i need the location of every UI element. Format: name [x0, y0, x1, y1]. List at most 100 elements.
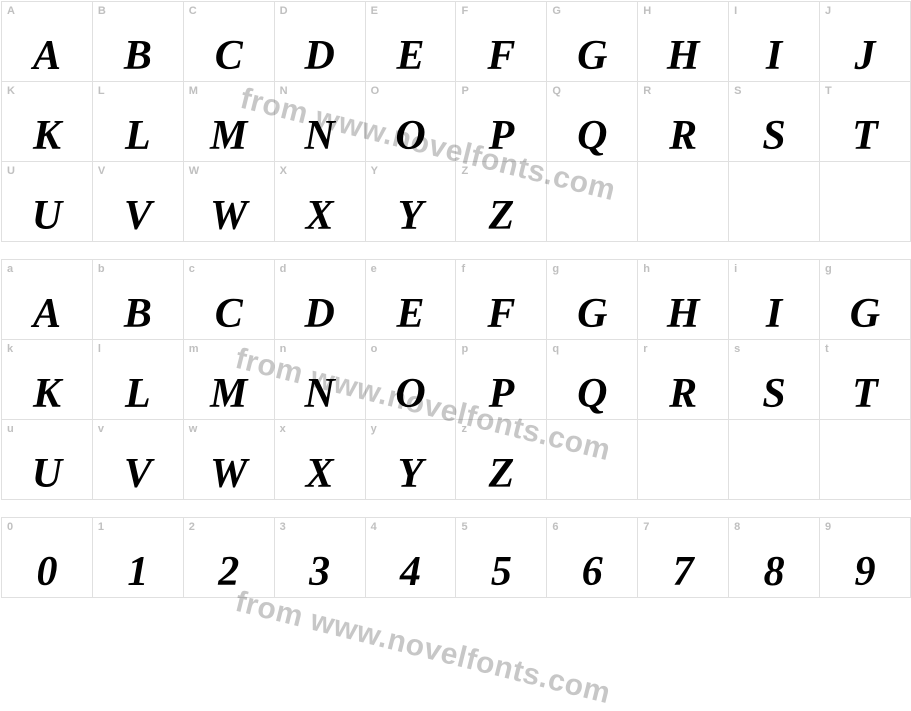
glyph-cell: 77	[638, 518, 729, 598]
glyph-cell: bB	[93, 260, 184, 340]
glyph-cell: xX	[275, 420, 366, 500]
glyph: M	[184, 115, 274, 157]
glyph-cell: 00	[2, 518, 93, 598]
cell-label: 1	[98, 521, 104, 533]
glyph: C	[184, 293, 274, 335]
glyph: E	[366, 293, 456, 335]
glyph: G	[547, 35, 637, 77]
glyph: H	[638, 35, 728, 77]
glyph: S	[729, 373, 819, 415]
glyph-grid-block: aAbBcCdDeEfFgGhHiIgGkKlLmMnNoOpPqQrRsStT…	[1, 259, 911, 500]
cell-label: W	[189, 165, 199, 177]
glyph-cell: EE	[366, 2, 457, 82]
glyph-cell	[547, 162, 638, 242]
cell-label: p	[461, 343, 468, 355]
glyph-cell: gG	[820, 260, 911, 340]
glyph: J	[820, 35, 910, 77]
glyph-cell: DD	[275, 2, 366, 82]
cell-label: s	[734, 343, 740, 355]
glyph: O	[366, 115, 456, 157]
glyph-cell: CC	[184, 2, 275, 82]
glyph-cell: mM	[184, 340, 275, 420]
glyph: R	[638, 115, 728, 157]
cell-label: A	[7, 5, 15, 17]
cell-label: I	[734, 5, 737, 17]
glyph: B	[93, 35, 183, 77]
cell-label: u	[7, 423, 14, 435]
cell-label: x	[280, 423, 286, 435]
glyph: Z	[456, 195, 546, 237]
cell-label: o	[371, 343, 378, 355]
glyph-cell: hH	[638, 260, 729, 340]
cell-label: a	[7, 263, 13, 275]
glyph: 5	[456, 551, 546, 593]
glyph-cell: BB	[93, 2, 184, 82]
cell-label: z	[461, 423, 467, 435]
glyph: N	[275, 115, 365, 157]
cell-label: 3	[280, 521, 286, 533]
glyph-cell: rR	[638, 340, 729, 420]
glyph: O	[366, 373, 456, 415]
glyph: W	[184, 453, 274, 495]
cell-label: d	[280, 263, 287, 275]
cell-label: g	[825, 263, 832, 275]
glyph: H	[638, 293, 728, 335]
glyph: U	[2, 195, 92, 237]
glyph-cell: 44	[366, 518, 457, 598]
glyph-cell: 11	[93, 518, 184, 598]
cell-label: C	[189, 5, 197, 17]
cell-label: c	[189, 263, 195, 275]
cell-label: P	[461, 85, 468, 97]
cell-label: Z	[461, 165, 468, 177]
cell-label: T	[825, 85, 832, 97]
glyph: Z	[456, 453, 546, 495]
cell-label: 5	[461, 521, 467, 533]
glyph-cell: cC	[184, 260, 275, 340]
glyph-cell: JJ	[820, 2, 911, 82]
glyph: L	[93, 373, 183, 415]
cell-label: q	[552, 343, 559, 355]
glyph: 7	[638, 551, 728, 593]
glyph-cell: PP	[456, 82, 547, 162]
glyph-cell: kK	[2, 340, 93, 420]
cell-label: 4	[371, 521, 377, 533]
glyph-cell: LL	[93, 82, 184, 162]
cell-label: h	[643, 263, 650, 275]
glyph-cell: oO	[366, 340, 457, 420]
glyph-cell: MM	[184, 82, 275, 162]
glyph-cell: fF	[456, 260, 547, 340]
cell-label: O	[371, 85, 380, 97]
glyph: K	[2, 373, 92, 415]
glyph: D	[275, 293, 365, 335]
glyph-cell: VV	[93, 162, 184, 242]
glyph: D	[275, 35, 365, 77]
glyph-grid-block: 00112233445566778899	[1, 517, 911, 598]
glyph: G	[547, 293, 637, 335]
glyph-cell: WW	[184, 162, 275, 242]
glyph-cell: lL	[93, 340, 184, 420]
glyph: Q	[547, 373, 637, 415]
glyph-cell: HH	[638, 2, 729, 82]
cell-label: Y	[371, 165, 378, 177]
cell-label: g	[552, 263, 559, 275]
glyph: A	[2, 35, 92, 77]
cell-label: H	[643, 5, 651, 17]
glyph-cell: wW	[184, 420, 275, 500]
glyph-cell: 88	[729, 518, 820, 598]
cell-label: Q	[552, 85, 561, 97]
font-chart-container: AABBCCDDEEFFGGHHIIJJKKLLMMNNOOPPQQRRSSTT…	[1, 1, 911, 598]
glyph-cell: OO	[366, 82, 457, 162]
cell-label: l	[98, 343, 101, 355]
glyph-cell: QQ	[547, 82, 638, 162]
cell-label: F	[461, 5, 468, 17]
glyph-cell: sS	[729, 340, 820, 420]
glyph: 4	[366, 551, 456, 593]
cell-label: 6	[552, 521, 558, 533]
glyph: X	[275, 453, 365, 495]
glyph-cell: nN	[275, 340, 366, 420]
glyph: P	[456, 115, 546, 157]
glyph-cell: zZ	[456, 420, 547, 500]
grid-spacer	[1, 500, 911, 517]
glyph-cell: vV	[93, 420, 184, 500]
glyph: E	[366, 35, 456, 77]
